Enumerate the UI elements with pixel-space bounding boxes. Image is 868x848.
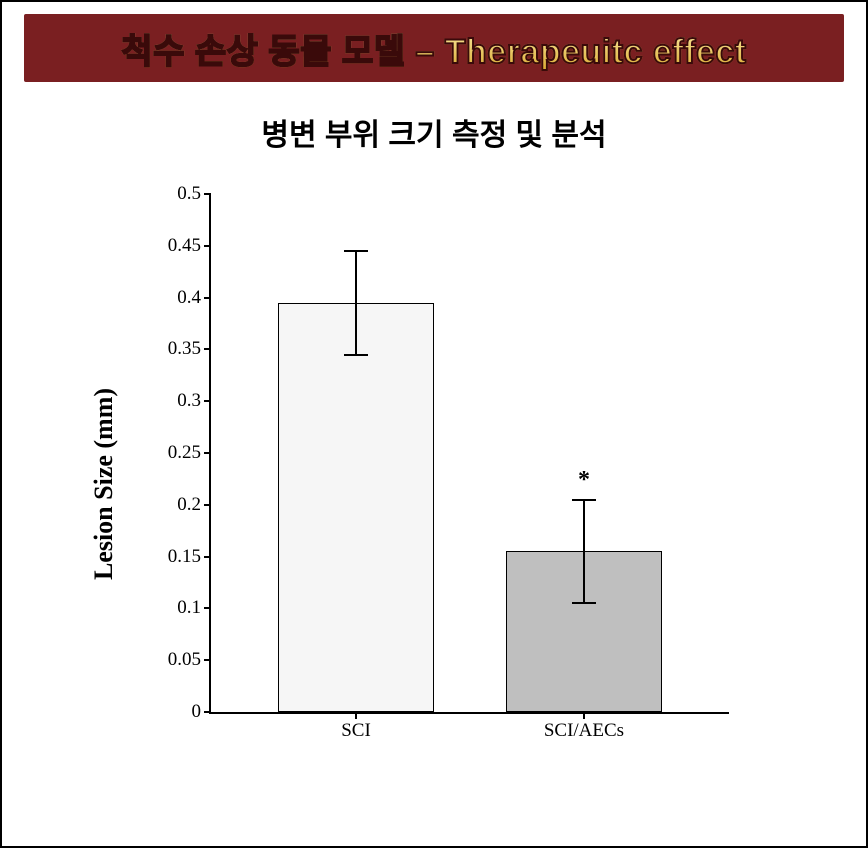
y-tick-mark — [204, 659, 211, 661]
errorbar-cap — [344, 354, 368, 356]
x-tick-mark — [583, 712, 585, 719]
y-tick-label: 0.15 — [168, 546, 201, 568]
slide-container: 척수 손상 동물 모델 – Therapeuitc effect 병변 부위 크… — [0, 0, 868, 848]
errorbar-cap — [572, 499, 596, 501]
title-text: 척수 손상 동물 모델 – Therapeuitc effect — [121, 24, 746, 73]
x-tick-label: SCI — [341, 720, 371, 742]
y-tick-label: 0.3 — [177, 390, 201, 412]
y-tick-mark — [204, 193, 211, 195]
y-tick-label: 0.05 — [168, 649, 201, 671]
title-banner: 척수 손상 동물 모델 – Therapeuitc effect — [24, 14, 844, 82]
significance-marker: * — [578, 467, 590, 494]
y-tick-label: 0.35 — [168, 338, 201, 360]
y-tick-label: 0.45 — [168, 235, 201, 257]
y-tick-label: 0.1 — [177, 597, 201, 619]
x-tick-label: SCI/AECs — [544, 720, 624, 742]
y-tick-mark — [204, 711, 211, 713]
plot-area: 00.050.10.150.20.250.30.350.40.450.5SCI*… — [209, 194, 729, 714]
y-axis-label: Lesion Size (mm) — [89, 388, 119, 580]
y-tick-label: 0.2 — [177, 494, 201, 516]
y-tick-mark — [204, 504, 211, 506]
errorbar-cap — [572, 602, 596, 604]
y-tick-mark — [204, 400, 211, 402]
y-tick-mark — [204, 245, 211, 247]
errorbar — [583, 500, 585, 604]
subtitle-text: 병변 부위 크기 측정 및 분석 — [14, 110, 854, 154]
y-tick-label: 0.25 — [168, 442, 201, 464]
y-tick-label: 0.4 — [177, 287, 201, 309]
y-tick-label: 0.5 — [177, 183, 201, 205]
y-tick-label: 0 — [192, 701, 202, 723]
x-tick-mark — [355, 712, 357, 719]
y-tick-mark — [204, 348, 211, 350]
bar-sci — [278, 303, 433, 712]
y-tick-mark — [204, 607, 211, 609]
bar-chart: Lesion Size (mm) 00.050.10.150.20.250.30… — [114, 184, 754, 784]
y-tick-mark — [204, 556, 211, 558]
y-tick-mark — [204, 297, 211, 299]
errorbar-cap — [344, 250, 368, 252]
y-tick-mark — [204, 452, 211, 454]
errorbar — [355, 251, 357, 355]
